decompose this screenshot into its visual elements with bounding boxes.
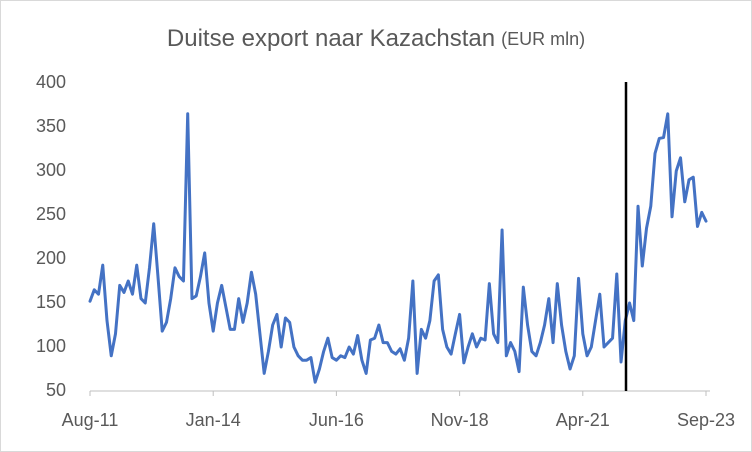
y-tick-label: 350 <box>36 116 66 136</box>
x-tick-label: Nov-18 <box>431 410 489 430</box>
y-tick-label: 150 <box>36 292 66 312</box>
x-tick-label: Apr-21 <box>556 410 610 430</box>
y-tick-label: 200 <box>36 248 66 268</box>
x-tick-label: Jun-16 <box>309 410 364 430</box>
y-tick-label: 250 <box>36 204 66 224</box>
chart-subtitle: (EUR mln) <box>501 29 585 49</box>
data-line <box>88 112 708 384</box>
y-tick-label: 400 <box>36 72 66 92</box>
chart-title: Duitse export naar Kazachstan <box>167 25 495 52</box>
x-tick-label: Jan-14 <box>186 410 241 430</box>
y-tick-label: 50 <box>46 380 66 400</box>
x-tick-label: Aug-11 <box>62 410 119 430</box>
x-tick-label: Sep-23 <box>677 410 735 430</box>
y-tick-label: 300 <box>36 160 66 180</box>
y-tick-label: 100 <box>36 336 66 356</box>
chart-title-group: Duitse export naar Kazachstan (EUR mln) <box>167 25 585 52</box>
